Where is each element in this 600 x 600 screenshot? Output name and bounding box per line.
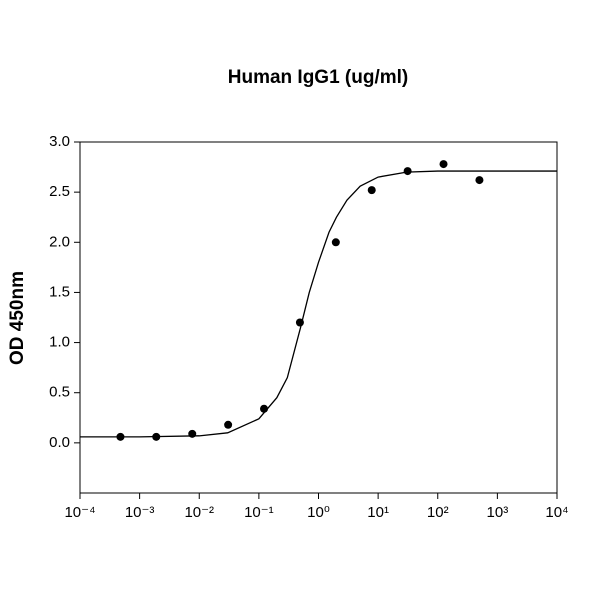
x-tick-label: 10⁻² [184, 504, 214, 521]
data-point [116, 432, 125, 441]
x-tick-label: 10¹ [367, 504, 389, 521]
data-point [439, 160, 448, 169]
data-point [295, 318, 304, 327]
x-tick-label: 10³ [487, 504, 509, 521]
data-point [367, 186, 376, 195]
x-tick-label: 10⁰ [307, 504, 330, 521]
data-point [475, 176, 484, 185]
x-tick-label: 10⁴ [545, 504, 568, 521]
x-tick-label: 10⁻³ [125, 504, 155, 521]
y-tick-label: 0.5 [49, 384, 70, 401]
data-point [403, 167, 412, 176]
y-axis-label: OD 450nm [7, 271, 28, 365]
x-tick-label: 10⁻¹ [244, 504, 274, 521]
y-tick-label: 2.0 [49, 233, 70, 250]
data-point [152, 432, 161, 441]
x-tick-label: 10² [427, 504, 449, 521]
data-point [331, 238, 340, 247]
data-point [260, 404, 269, 413]
chart-title: Human IgG1 (ug/ml) [228, 67, 409, 88]
y-tick-label: 3.0 [49, 133, 70, 150]
y-tick-label: 1.5 [49, 283, 70, 300]
data-point [188, 429, 197, 438]
data-point [224, 420, 233, 429]
y-tick-label: 0.0 [49, 434, 70, 451]
x-tick-label: 10⁻⁴ [64, 504, 95, 521]
y-tick-label: 1.0 [49, 334, 70, 351]
y-tick-label: 2.5 [49, 183, 70, 200]
